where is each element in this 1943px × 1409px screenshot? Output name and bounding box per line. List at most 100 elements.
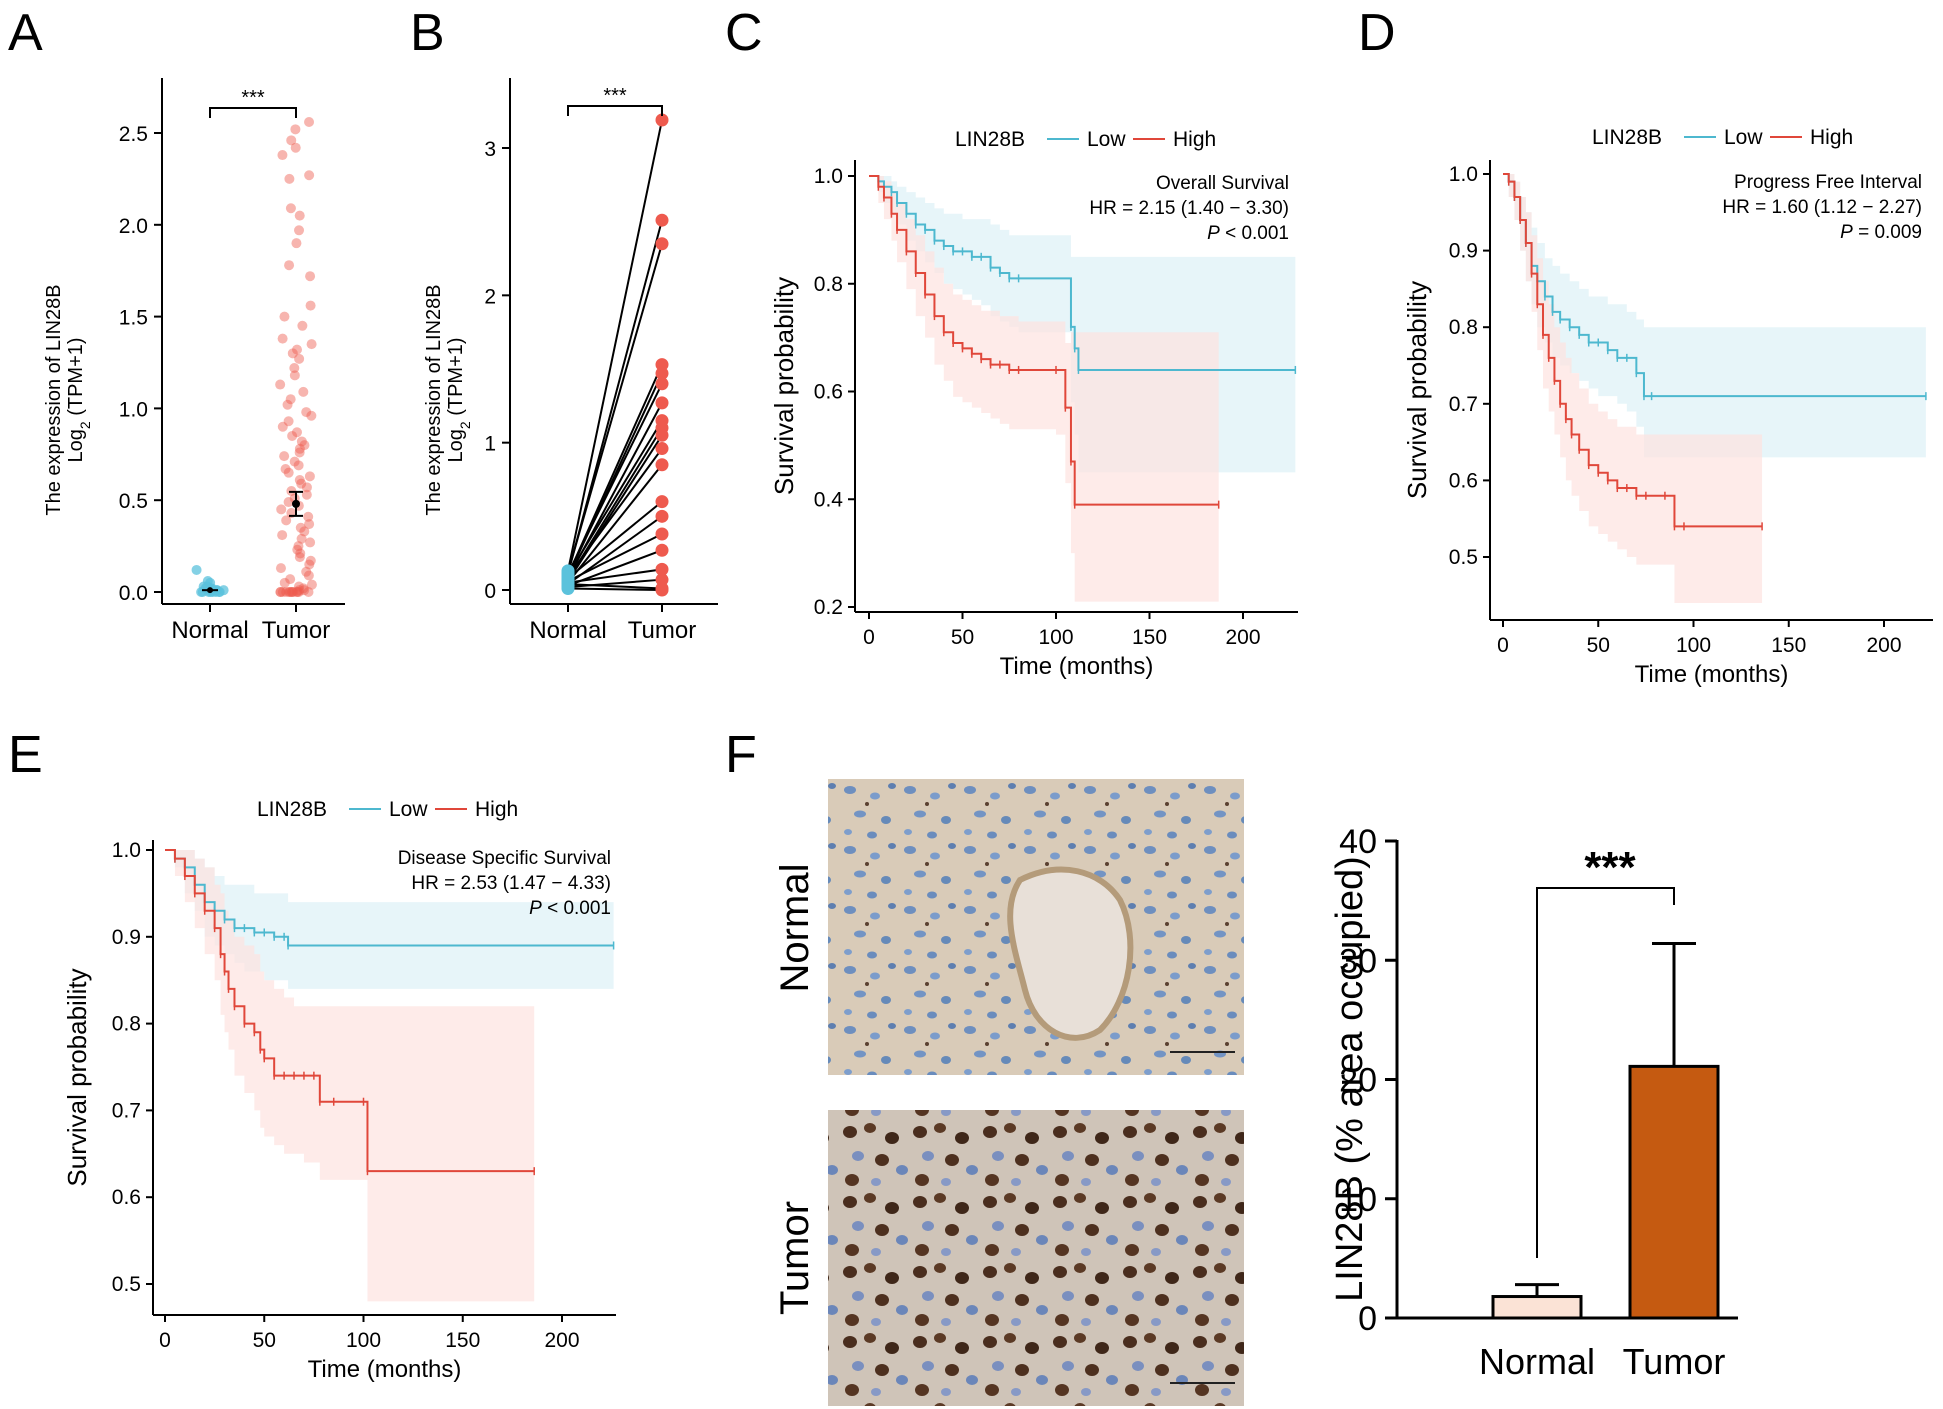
panel-b-tumor-point	[655, 562, 669, 576]
panel-a-tumor-point	[275, 587, 286, 597]
panel-b-tumor-point	[655, 509, 669, 523]
panel-b-pair-line	[567, 434, 663, 582]
panel-a-tumor-point	[296, 533, 307, 544]
panel-e-xtick-label: 200	[544, 1329, 579, 1352]
panel-e-xtick-label: 0	[159, 1329, 171, 1352]
panel-e-km-dss: 0.5 0.6 0.7 0.8 0.9 1.0 0 50 100 150 200 Time (mont…	[62, 798, 616, 1383]
panel-d-ci-band-low	[1503, 174, 1926, 458]
panel-d-xlabel: Time (months)	[1635, 661, 1789, 688]
panel-b-tumor-point	[655, 495, 669, 509]
panel-a-tumor-point	[281, 515, 292, 526]
panel-a-tumor-point	[306, 410, 317, 421]
panel-a-tumor-point	[305, 271, 316, 282]
panel-letter-f: F	[725, 726, 757, 784]
panel-a-tumor-point	[293, 587, 304, 597]
panel-e-ytick-label: 0.5	[112, 1273, 141, 1296]
panel-a-ylabel-2: Log2 (TPM+1)	[65, 337, 93, 462]
panel-a-tumor-point	[277, 150, 288, 161]
panel-a-tumor-point	[277, 530, 288, 541]
panel-a-tumor-point	[294, 585, 305, 596]
panel-b-pair-line	[567, 243, 663, 573]
panel-f-xtick-label: Normal	[1479, 1341, 1595, 1382]
panel-f-xtick-label: Tumor	[1623, 1341, 1726, 1382]
panel-d-hr: HR = 1.60 (1.12 − 2.27)	[1722, 197, 1922, 218]
panel-d-pvalue: P = 0.009	[1840, 222, 1922, 243]
panel-b-pair-line	[567, 533, 663, 583]
panel-c-legend-low: Low	[1087, 128, 1126, 151]
panel-a-tumor-point	[294, 353, 305, 364]
panel-d-title: Progress Free Interval	[1734, 172, 1922, 193]
panel-a-tumor-point	[294, 475, 305, 486]
panel-b-pair-line	[567, 383, 663, 575]
panel-e-ytick-label: 1.0	[112, 839, 141, 862]
panel-a-tumor-point	[290, 124, 301, 135]
panel-d-ytick-label: 0.8	[1449, 316, 1478, 339]
panel-f-ytick-label: 30	[1339, 942, 1377, 980]
panel-c-pvalue: P < 0.001	[1207, 223, 1289, 244]
panel-e-legend-low: Low	[389, 798, 428, 821]
panel-b-tumor-point	[655, 377, 669, 391]
panel-d-ylabel: Survival probability	[1402, 281, 1432, 499]
panel-d-ytick-label: 0.7	[1449, 393, 1478, 416]
panel-a-tumor-point	[303, 570, 314, 581]
panel-b-tumor-point	[655, 366, 669, 380]
panel-a-tumor-point	[279, 577, 290, 588]
panel-letter-b: B	[410, 4, 445, 62]
panel-a-tumor-point	[295, 522, 306, 533]
panel-d-legend-title: LIN28B	[1592, 126, 1662, 149]
panel-a-xtick-label: Normal	[171, 617, 248, 644]
panel-b-ytick-label: 1	[484, 433, 496, 456]
panel-a-ylabel-1: The expression of LIN28B	[43, 284, 65, 515]
ihc-row-label-normal: Normal	[773, 864, 817, 993]
panel-b-tumor-point	[655, 527, 669, 541]
panel-a-tumor-point	[288, 587, 299, 597]
panel-a-tumor-point	[295, 548, 306, 559]
ihc-row-label-tumor: Tumor	[773, 1201, 817, 1315]
panel-a-tumor-point	[275, 379, 286, 390]
panel-b-ylabel-2: Log2 (TPM+1)	[445, 337, 473, 462]
panel-a-xtick-label: Tumor	[262, 617, 330, 644]
panel-a-tumor-point	[292, 344, 303, 355]
panel-f-sig-label: ***	[1584, 843, 1636, 892]
panel-a-tumor-point	[294, 210, 305, 221]
panel-a-normal-point	[218, 585, 229, 596]
panel-letter-d: D	[1358, 4, 1396, 62]
panel-d-ytick-label: 0.5	[1449, 546, 1478, 569]
panel-f-ylabel: LIN28B (% area occupied)	[1329, 856, 1371, 1302]
panel-d-km-pfi: 0.5 0.6 0.7 0.8 0.9 1.0 0 50 100 150 200 Time (mont…	[1402, 126, 1933, 688]
panel-a-tumor-point	[289, 363, 300, 374]
panel-f-ytick-label: 40	[1339, 823, 1377, 861]
panel-e-xtick-label: 50	[253, 1329, 276, 1352]
panel-e-legend-title: LIN28B	[257, 798, 327, 821]
panel-a-tumor-point	[293, 460, 304, 471]
panel-a-tumor-point	[304, 519, 315, 530]
panel-a-tumor-point	[283, 497, 294, 508]
panel-b-tumor-point	[655, 428, 669, 442]
panel-b-pair-line	[567, 420, 663, 576]
panel-b-tumor-point	[655, 237, 669, 251]
panel-c-ytick-label: 1.0	[814, 165, 843, 188]
panel-d-xtick-label: 100	[1676, 634, 1711, 657]
panel-d-legend-high: High	[1810, 126, 1853, 149]
panel-a-tumor-point	[305, 300, 316, 311]
panel-e-ci-band-high	[165, 850, 535, 1302]
panel-e-ytick-label: 0.7	[112, 1099, 141, 1122]
panel-f-sig-bracket	[1536, 887, 1675, 1258]
panel-a-sig-label: ***	[241, 87, 265, 109]
panel-a-tumor-point	[275, 587, 286, 597]
panel-a-tumor-point	[289, 456, 300, 467]
panel-a-tumor-point	[306, 339, 317, 350]
panel-f-ytick-label: 20	[1339, 1062, 1377, 1100]
panel-a-tumor-point	[284, 587, 295, 597]
panel-a-tumor-point	[287, 587, 298, 597]
panel-b-ytick-label: 0	[484, 580, 496, 603]
panel-a-tumor-point	[277, 421, 288, 432]
panel-a-normal-mean-dot	[207, 587, 213, 594]
panel-a-tumor-point	[298, 386, 309, 397]
panel-a-tumor-point	[277, 333, 288, 344]
panel-a-tumor-point	[296, 436, 307, 447]
panel-b-tumor-point	[655, 213, 669, 227]
panel-c-ytick-label: 0.8	[814, 273, 843, 296]
panel-d-curve-high	[1503, 173, 1763, 528]
panel-a-tumor-mean	[292, 499, 300, 508]
